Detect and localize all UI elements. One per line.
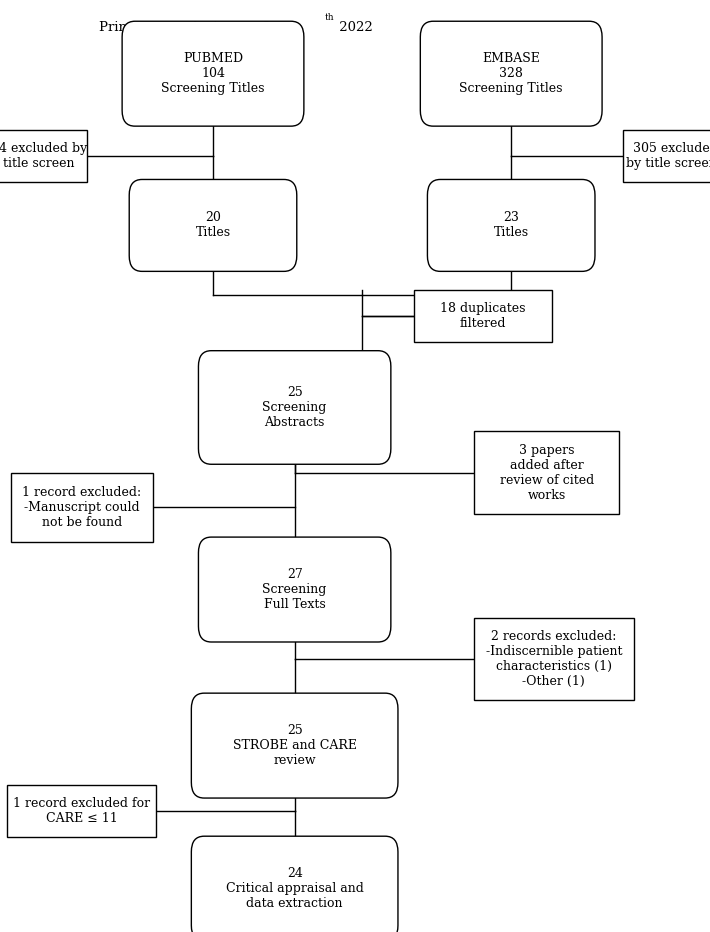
Text: th: th xyxy=(325,13,335,22)
Text: 305 exclude
by title screen: 305 exclude by title screen xyxy=(626,142,710,170)
Text: 20
Titles: 20 Titles xyxy=(195,212,231,240)
Bar xyxy=(7,785,156,837)
Text: 2022: 2022 xyxy=(335,21,373,34)
Bar xyxy=(11,473,153,541)
Text: 24
Critical appraisal and
data extraction: 24 Critical appraisal and data extractio… xyxy=(226,867,364,911)
Bar xyxy=(474,618,633,700)
Text: 18 duplicates
filtered: 18 duplicates filtered xyxy=(440,303,525,331)
Text: 1 record excluded:
-Manuscript could
not be found: 1 record excluded: -Manuscript could not… xyxy=(22,486,141,528)
Bar xyxy=(623,130,710,182)
Text: 84 excluded by
title screen: 84 excluded by title screen xyxy=(0,142,87,170)
FancyBboxPatch shape xyxy=(122,21,304,126)
FancyBboxPatch shape xyxy=(191,836,398,932)
FancyBboxPatch shape xyxy=(129,180,297,271)
Text: 25
STROBE and CARE
review: 25 STROBE and CARE review xyxy=(233,724,356,767)
FancyBboxPatch shape xyxy=(420,21,602,126)
Text: 3 papers
added after
review of cited
works: 3 papers added after review of cited wor… xyxy=(500,444,594,501)
Text: Primary search: August 8: Primary search: August 8 xyxy=(99,21,271,34)
Bar xyxy=(0,130,87,182)
FancyBboxPatch shape xyxy=(427,180,595,271)
Text: EMBASE
328
Screening Titles: EMBASE 328 Screening Titles xyxy=(459,52,563,95)
Text: 25
Screening
Abstracts: 25 Screening Abstracts xyxy=(263,386,327,429)
Text: PUBMED
104
Screening Titles: PUBMED 104 Screening Titles xyxy=(161,52,265,95)
FancyBboxPatch shape xyxy=(199,350,391,464)
Text: 23
Titles: 23 Titles xyxy=(493,212,529,240)
Bar xyxy=(474,432,619,514)
Text: 27
Screening
Full Texts: 27 Screening Full Texts xyxy=(263,568,327,611)
Text: 1 record excluded for
CARE ≤ 11: 1 record excluded for CARE ≤ 11 xyxy=(13,797,151,825)
FancyBboxPatch shape xyxy=(199,537,391,642)
FancyBboxPatch shape xyxy=(191,693,398,798)
Text: 2 records excluded:
-Indiscernible patient
characteristics (1)
-Other (1): 2 records excluded: -Indiscernible patie… xyxy=(486,630,622,688)
Bar xyxy=(413,291,552,342)
